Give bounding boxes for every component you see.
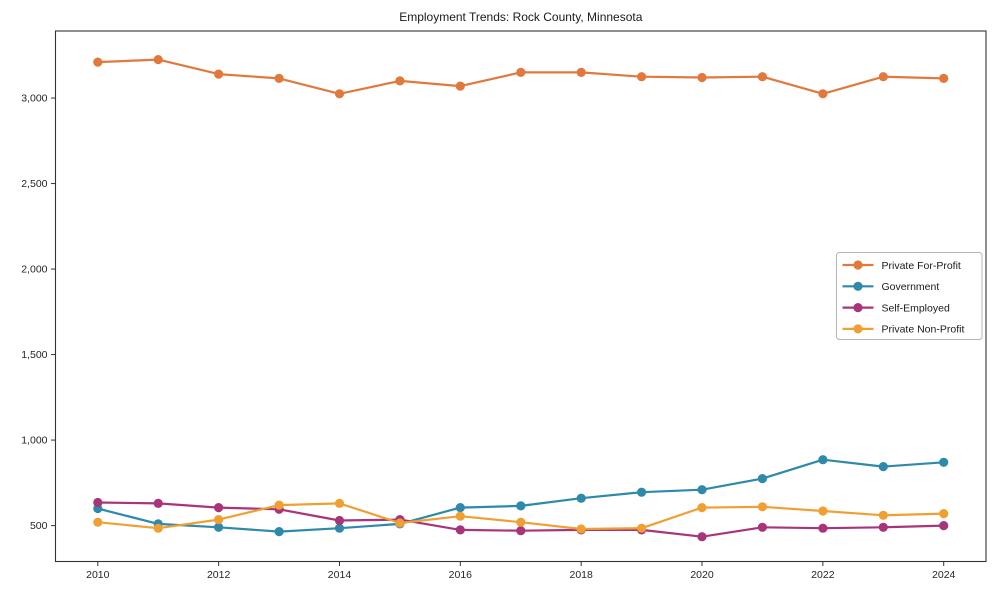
data-point-government (939, 457, 949, 467)
data-point-government (757, 474, 768, 484)
data-point-private-for-profit (757, 72, 768, 82)
data-point-private-non-profit (818, 506, 828, 516)
x-tick-label: 2022 (811, 569, 835, 581)
data-point-private-non-profit (153, 523, 163, 533)
data-point-private-for-profit (576, 67, 586, 77)
data-point-self-employed (878, 522, 888, 532)
data-point-self-employed (939, 521, 949, 531)
data-point-government (274, 527, 284, 537)
data-point-private-for-profit (637, 72, 647, 82)
data-point-government (818, 455, 828, 465)
data-point-private-non-profit (637, 523, 647, 533)
data-point-private-non-profit (878, 510, 888, 520)
chart-title: Employment Trends: Rock County, Minnesot… (399, 10, 643, 24)
x-tick-label: 2010 (86, 569, 110, 581)
data-point-private-for-profit (878, 72, 888, 82)
legend-label-private-for-profit: Private For-Profit (882, 260, 961, 272)
data-point-self-employed (757, 522, 768, 532)
data-point-private-non-profit (757, 502, 768, 512)
data-point-private-for-profit (455, 81, 465, 91)
data-point-self-employed (153, 498, 163, 508)
x-tick-label: 2018 (569, 569, 593, 581)
data-point-private-non-profit (334, 498, 345, 508)
y-tick-label: 1,500 (21, 349, 47, 361)
data-point-private-non-profit (274, 500, 284, 510)
data-point-government (516, 501, 526, 511)
data-point-government (637, 487, 647, 497)
data-point-private-for-profit (395, 76, 405, 86)
data-point-private-non-profit (214, 515, 224, 525)
data-point-private-for-profit (93, 57, 103, 67)
data-point-government (455, 503, 465, 513)
x-tick-label: 2020 (690, 569, 714, 581)
y-tick-label: 500 (30, 520, 48, 532)
legend-marker-icon (853, 281, 863, 291)
legend-label-private-non-profit: Private Non-Profit (882, 324, 965, 336)
data-point-private-for-profit (939, 73, 949, 83)
legend-marker-icon (853, 324, 863, 334)
data-point-self-employed (455, 525, 465, 535)
legend-marker-icon (853, 260, 863, 270)
data-point-self-employed (214, 503, 224, 513)
x-tick-label: 2014 (328, 569, 352, 581)
data-point-self-employed (818, 523, 828, 533)
y-tick-label: 2,500 (21, 178, 47, 190)
data-point-self-employed (93, 497, 103, 508)
data-point-private-for-profit (516, 67, 526, 77)
x-tick-label: 2012 (207, 569, 231, 581)
plot-frame (54, 30, 987, 563)
data-point-self-employed (334, 515, 345, 526)
legend-label-self-employed: Self-Employed (882, 302, 950, 314)
y-tick-label: 3,000 (21, 93, 47, 105)
y-tick-label: 2,000 (21, 264, 47, 276)
x-tick-label: 2024 (932, 569, 956, 581)
data-point-government (697, 485, 707, 495)
legend-label-government: Government (882, 281, 940, 293)
data-point-private-for-profit (153, 55, 163, 65)
data-point-private-non-profit (939, 508, 949, 519)
data-point-private-for-profit (214, 69, 224, 79)
data-point-private-non-profit (516, 517, 526, 527)
data-point-private-for-profit (818, 89, 828, 99)
data-point-private-non-profit (93, 517, 103, 527)
legend-box (836, 252, 983, 340)
data-point-self-employed (697, 532, 707, 542)
x-tick-label: 2016 (449, 569, 473, 581)
data-point-private-non-profit (697, 503, 707, 513)
data-point-private-for-profit (334, 89, 345, 99)
data-point-private-for-profit (697, 72, 707, 83)
data-point-private-non-profit (395, 518, 405, 528)
data-point-government (214, 522, 224, 532)
y-tick-label: 1,000 (21, 435, 47, 447)
data-point-private-non-profit (576, 524, 586, 534)
data-point-government (334, 523, 345, 533)
data-point-self-employed (516, 526, 526, 536)
legend-marker-icon (853, 303, 863, 313)
data-point-private-non-profit (455, 511, 465, 521)
data-point-government (576, 493, 586, 503)
data-point-government (878, 462, 888, 472)
data-point-private-for-profit (274, 73, 284, 83)
